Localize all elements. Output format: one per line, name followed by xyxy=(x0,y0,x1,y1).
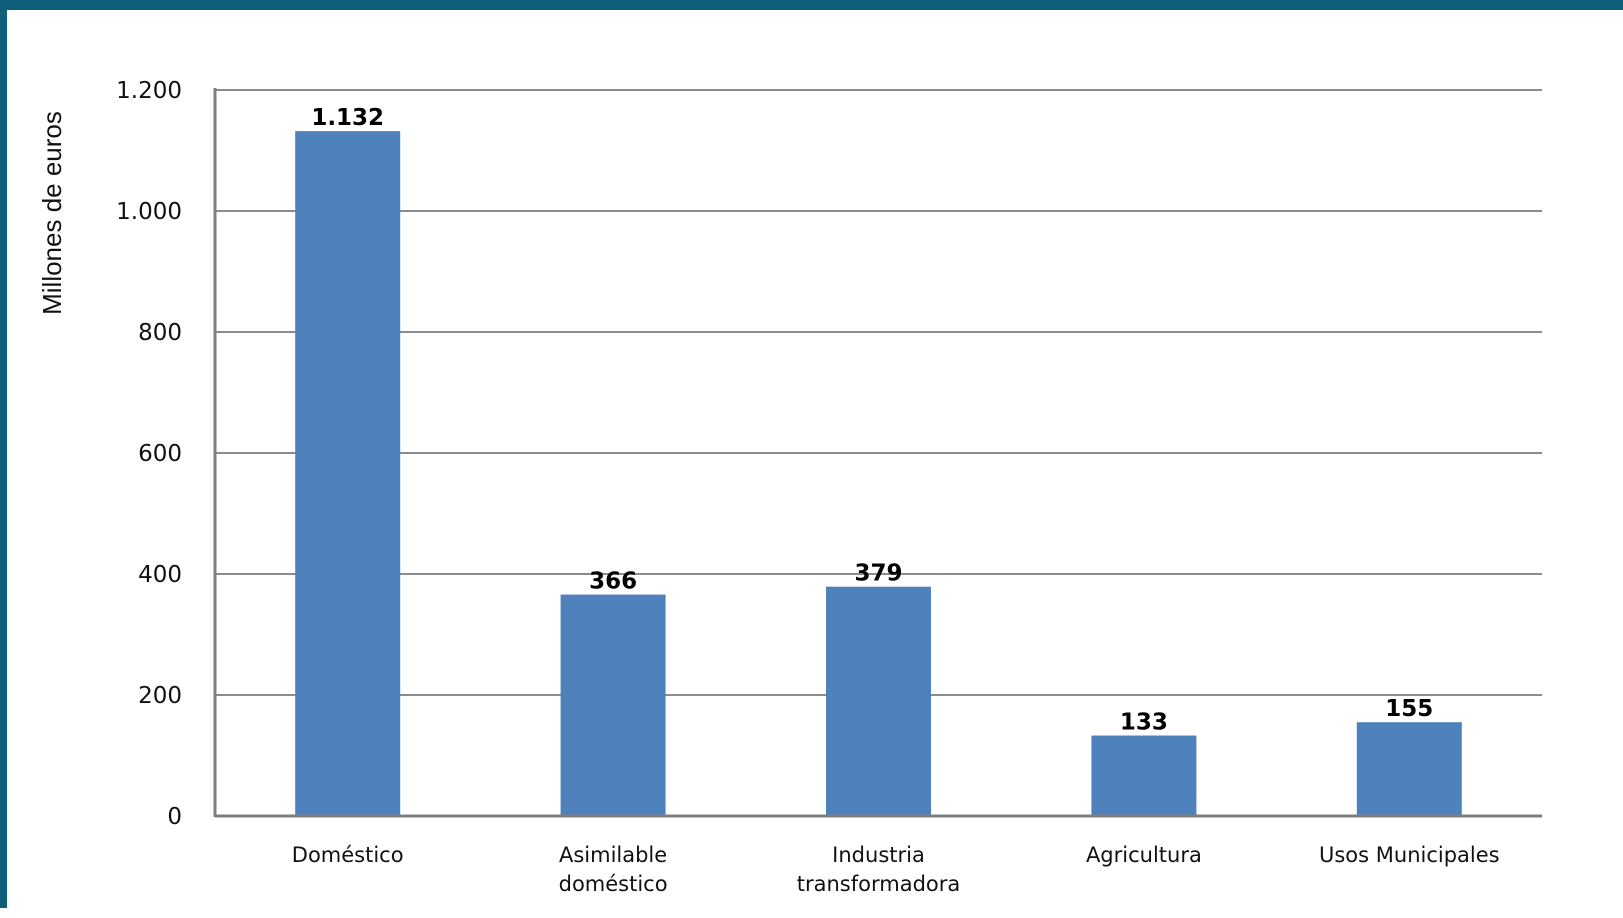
axes xyxy=(213,88,1542,818)
bar xyxy=(560,594,666,816)
y-tick-label: 600 xyxy=(138,441,182,467)
bar-chart: 0 200 400 600 800 1.000 1.200 Doméstico Asimila… xyxy=(37,78,1542,896)
x-category-label: Asimilable xyxy=(559,843,667,867)
data-label: 133 xyxy=(1120,710,1168,736)
bar xyxy=(826,586,931,816)
y-tick-label: 400 xyxy=(138,562,182,588)
y-tick-label: 200 xyxy=(138,683,182,709)
data-label: 1.132 xyxy=(311,105,384,131)
x-category-label: Doméstico xyxy=(292,843,404,867)
bar xyxy=(295,131,401,816)
y-tick-label: 800 xyxy=(138,320,182,346)
y-tick-labels: 0 200 400 600 800 1.000 1.200 xyxy=(116,78,182,830)
y-tick-label: 1.000 xyxy=(116,199,182,225)
y-tick-label: 0 xyxy=(167,804,182,830)
data-label: 155 xyxy=(1385,696,1433,722)
x-category-label: Industria xyxy=(832,843,925,867)
data-label: 366 xyxy=(589,569,637,595)
y-axis-title: Millones de euros xyxy=(37,111,67,315)
x-category-label: transformadora xyxy=(797,872,961,896)
bars xyxy=(295,131,1462,816)
x-category-label: doméstico xyxy=(559,872,668,896)
bar xyxy=(1091,735,1197,816)
data-labels: 1.132 366 379 133 155 xyxy=(311,105,1433,735)
x-category-labels: Doméstico Asimilable doméstico Industria tra… xyxy=(292,843,1500,896)
data-label: 379 xyxy=(854,561,902,587)
bar xyxy=(1356,722,1462,816)
x-category-label: Usos Municipales xyxy=(1319,843,1500,867)
gridlines xyxy=(215,89,1542,696)
y-tick-label: 1.200 xyxy=(116,78,182,104)
x-category-label: Agricultura xyxy=(1086,843,1202,867)
